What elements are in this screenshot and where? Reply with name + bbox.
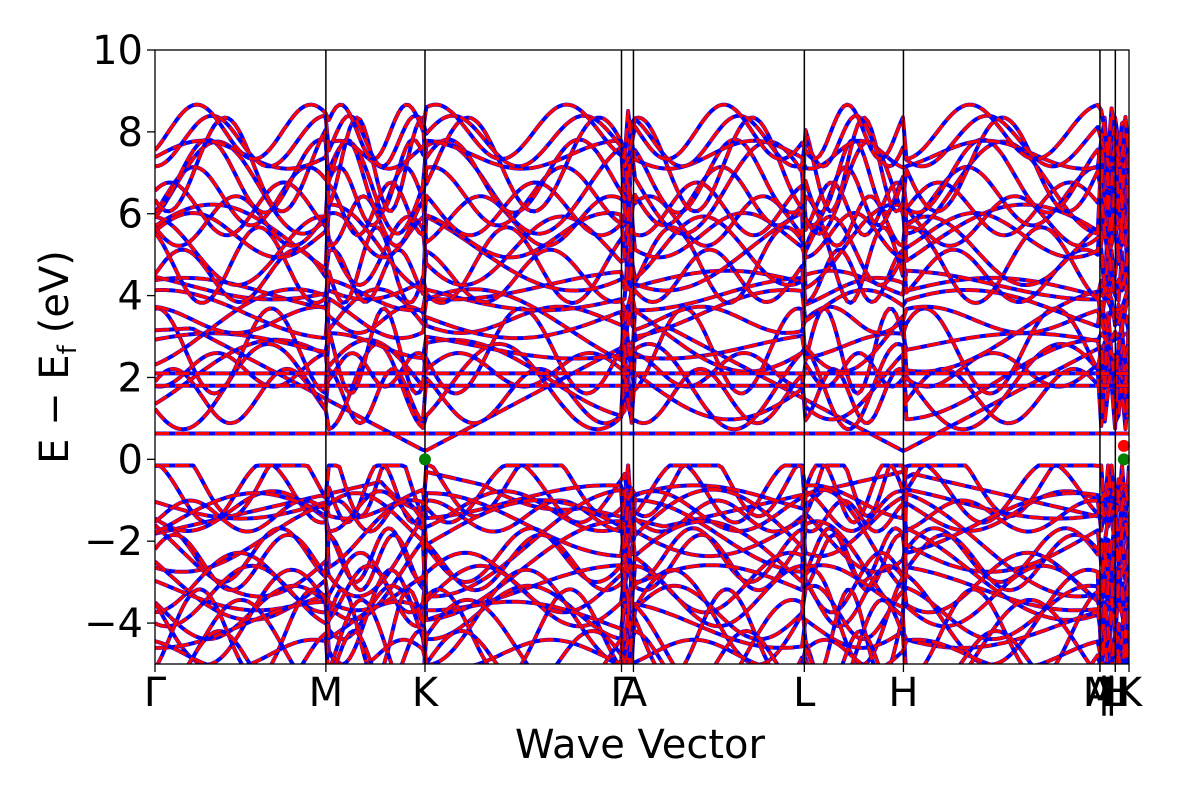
band-line <box>155 568 1129 664</box>
kpoint-lines <box>325 50 1117 664</box>
band-line <box>187 598 1129 664</box>
x-tick-label: K <box>1116 670 1144 716</box>
band-edge-markers <box>418 439 1130 466</box>
band-line <box>155 491 1129 558</box>
band-line <box>155 488 1129 599</box>
band-line <box>155 114 1129 168</box>
y-tick-label: 0 <box>118 437 143 483</box>
y-axis-label-sub: f <box>53 344 83 354</box>
y-axis-label: E − Ef (eV) <box>32 250 83 464</box>
band-line <box>155 287 1129 374</box>
x-axis-label: Wave Vector <box>515 722 766 768</box>
band-line <box>155 584 1129 641</box>
band-edge-marker <box>1117 453 1130 466</box>
bands-layer <box>155 102 1129 664</box>
y-tick-label: 4 <box>118 274 143 320</box>
band-line <box>155 567 1129 664</box>
x-tick-separator: | <box>1097 670 1110 716</box>
svg-text:E − Ef(eV): E − Ef (eV) <box>32 250 83 464</box>
band-line <box>155 211 1129 259</box>
y-tick-label: 10 <box>92 28 143 74</box>
band-line <box>155 103 1129 161</box>
band-line <box>155 470 1129 536</box>
band-edge-marker <box>1117 439 1130 452</box>
band-line <box>155 116 1129 213</box>
band-line <box>155 194 1129 248</box>
y-tick-label: −2 <box>84 519 143 565</box>
band-line <box>186 629 1129 664</box>
band-line <box>155 463 1129 525</box>
x-tick-label: L <box>793 670 816 716</box>
y-tick-label: 6 <box>118 192 143 238</box>
band-line <box>155 342 1129 431</box>
band-line <box>155 564 1129 628</box>
band-line <box>155 203 1129 293</box>
x-tick-label: A <box>1086 670 1114 716</box>
x-tick-label: M <box>1083 670 1118 716</box>
y-tick-label: −4 <box>84 601 143 647</box>
y-axis-ticks: −4 −2 0 2 4 6 8 10 <box>84 28 155 647</box>
x-tick-separator: | <box>1105 670 1118 716</box>
y-tick-label: 8 <box>118 110 143 156</box>
x-tick-label: H <box>888 670 918 716</box>
plot-frame <box>154 49 1130 665</box>
x-tick-label: K <box>412 670 440 716</box>
band-line <box>155 139 1129 171</box>
band-line <box>155 533 1129 592</box>
band-line <box>155 288 1129 340</box>
x-tick-label: H <box>1100 670 1130 716</box>
x-tick-label: A <box>620 670 648 716</box>
x-tick-label: Γ <box>144 670 167 716</box>
band-line <box>155 331 1129 361</box>
band-edge-marker <box>418 453 431 466</box>
band-line <box>155 225 1129 305</box>
band-line <box>155 563 1129 612</box>
y-axis-label-main: E − E <box>32 354 78 464</box>
band-line <box>155 463 1129 518</box>
y-tick-label: 2 <box>118 355 143 401</box>
band-line <box>155 498 1129 534</box>
band-line <box>155 180 1129 237</box>
y-axis-label-unit: (eV) <box>32 250 78 333</box>
x-tick-label: L <box>1104 670 1127 716</box>
x-tick-label: Γ <box>610 670 633 716</box>
band-line <box>155 600 1129 650</box>
x-tick-label: M <box>309 670 344 716</box>
